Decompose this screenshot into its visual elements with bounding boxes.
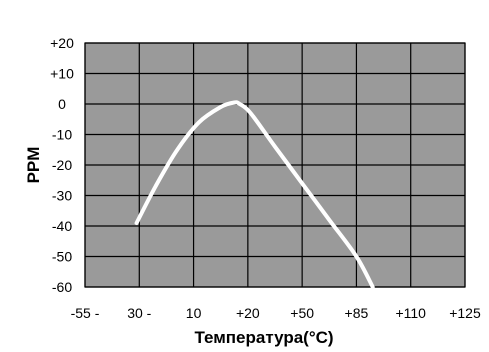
x-tick-label: +85 xyxy=(345,305,369,321)
y-tick-label: +20 xyxy=(50,35,74,51)
x-tick-label: -55 - xyxy=(71,305,100,321)
y-tick-label: 0 xyxy=(58,96,66,112)
y-tick-label: -60 xyxy=(52,279,72,295)
y-tick-label: -40 xyxy=(52,218,72,234)
y-tick-label: -10 xyxy=(52,127,72,143)
x-tick-label: +110 xyxy=(395,305,426,321)
x-tick-label: +125 xyxy=(449,305,481,321)
x-tick-labels: -55 - 30 - 10 +20 +50 +85 +110 +125 xyxy=(71,305,481,321)
x-tick-label: +20 xyxy=(236,305,260,321)
y-tick-label: -50 xyxy=(52,249,72,265)
series-line xyxy=(134,100,375,289)
y-tick-label: -20 xyxy=(52,157,72,173)
x-tick-label: +50 xyxy=(290,305,314,321)
y-tick-label: -30 xyxy=(52,188,72,204)
grid xyxy=(84,42,466,288)
y-axis-label: PPM xyxy=(24,147,43,184)
x-tick-label: 30 - xyxy=(127,305,151,321)
x-tick-label: 10 xyxy=(186,305,202,321)
x-axis-label: Температура(°C) xyxy=(194,328,333,347)
y-tick-label: +10 xyxy=(50,66,74,82)
y-tick-labels: +20 +10 0 -10 -20 -30 -40 -50 -60 xyxy=(50,35,74,295)
